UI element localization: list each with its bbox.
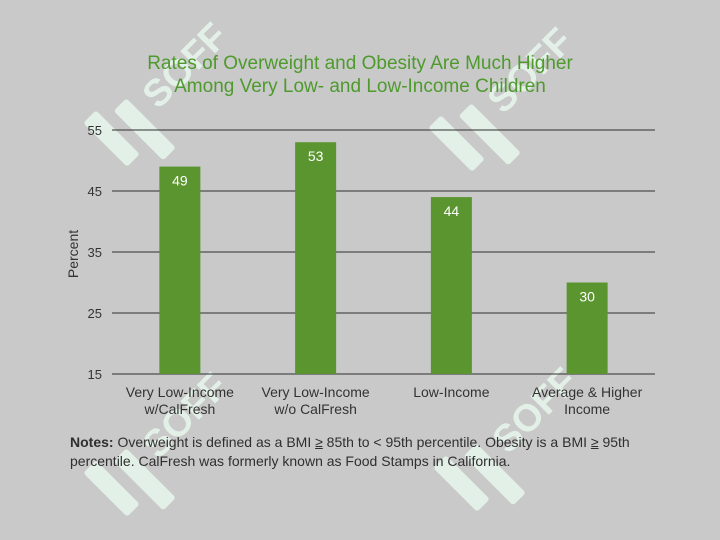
- chart-notes: Notes: Overweight is defined as a BMI ≥ …: [70, 433, 660, 471]
- y-tick-label-15: 15: [88, 367, 102, 382]
- x-tick-label-line: Income: [564, 401, 610, 417]
- y-axis-label: Percent: [65, 230, 81, 278]
- x-tick-label-line: Average & Higher: [532, 384, 643, 400]
- x-tick-label-line: w/CalFresh: [143, 401, 215, 417]
- bar-value-label-4: 30: [579, 289, 595, 305]
- notes-symbol-ge-2: ≥: [590, 434, 599, 450]
- chart-title: Rates of Overweight and Obesity Are Much…: [0, 52, 720, 98]
- notes-text-a: Overweight is defined as a BMI: [117, 434, 316, 450]
- chart-title-line-2: Among Very Low- and Low-Income Children: [174, 76, 546, 97]
- notes-label: Notes:: [70, 434, 114, 450]
- bar-3: [430, 197, 472, 374]
- y-tick-label-25: 25: [88, 306, 102, 321]
- y-tick-label-45: 45: [88, 184, 102, 199]
- x-tick-label-line: Very Low-Income: [262, 384, 370, 400]
- bar-2: [295, 142, 337, 374]
- notes-text-b: 85th to < 95th percentile. Obesity is a …: [322, 434, 591, 450]
- notes-text-c: 95th percentile. CalFresh was formerly k…: [70, 434, 630, 469]
- y-tick-label-55: 55: [88, 123, 102, 138]
- x-tick-label-line: Low-Income: [413, 384, 489, 400]
- x-tick-label-2: Very Low-Income w/o CalFresh: [262, 384, 370, 417]
- x-tick-label-line: Very Low-Income: [126, 384, 234, 400]
- bar-value-label-3: 44: [444, 203, 460, 219]
- bar-value-label-1: 49: [172, 173, 188, 189]
- x-tick-label-1: Very Low-Income w/CalFresh: [126, 384, 234, 417]
- bar-4: [566, 282, 608, 374]
- x-tick-label-4: Average & Higher Income: [532, 384, 643, 417]
- x-tick-label-line: w/o CalFresh: [273, 401, 356, 417]
- notes-symbol-ge-1: ≥: [315, 434, 323, 450]
- bar-1: [159, 166, 201, 374]
- y-tick-label-35: 35: [88, 245, 102, 260]
- chart-title-line-1: Rates of Overweight and Obesity Are Much…: [147, 53, 573, 74]
- x-tick-label-3: Low-Income: [413, 384, 489, 400]
- bar-value-label-2: 53: [308, 148, 324, 164]
